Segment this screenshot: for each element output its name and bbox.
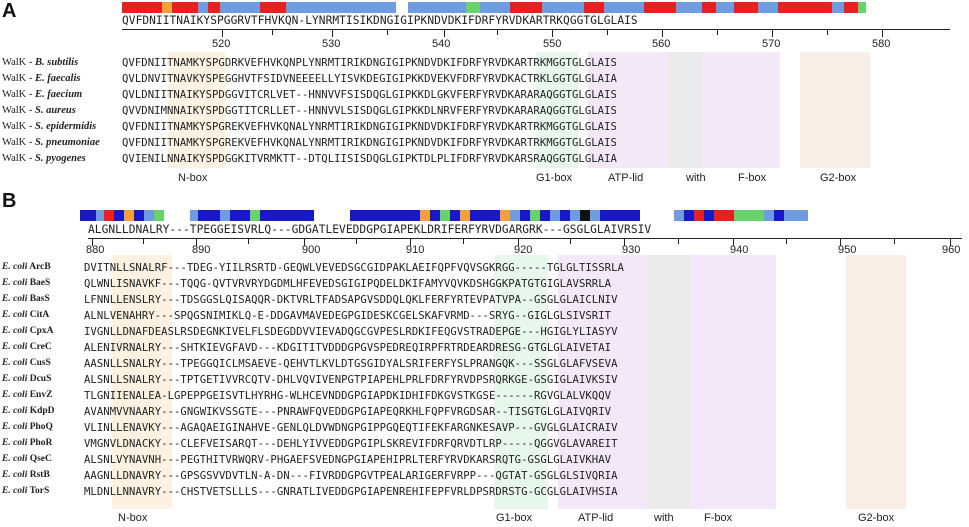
consensus-sequence-a: QVFDNIITNAIKYSPGGRVTFHVKQN-LYNRMTISIKDNG… bbox=[122, 14, 638, 27]
sequence-b-15: MLDNLLNNAVRY---CHSTVETSLLLS---GNRATLIVED… bbox=[84, 486, 618, 498]
panel-a-label: A bbox=[2, 0, 17, 22]
g2-box-label-a: G2-box bbox=[820, 172, 857, 184]
sequence-b-9: TLGNIIENALEA-LGPEPPGEISVTLHYRHG-WLHCEVND… bbox=[84, 390, 612, 402]
sequence-a-2: QVLDNVITNAVKYSPEGGHVTFSIDVNEEEELLYISVKDE… bbox=[122, 73, 617, 85]
ruler-b-880: 880 bbox=[86, 244, 105, 256]
ruler-a-570: 570 bbox=[762, 38, 781, 50]
f-box-highlight-a bbox=[702, 52, 780, 168]
sequence-b-7: AASNLLSNALRY---TPEGGQICLMSAEVE-QEHVTLKVL… bbox=[84, 358, 618, 370]
row-label-b-9: E. coli EnvZ bbox=[2, 390, 53, 400]
with-label-b: with bbox=[654, 512, 674, 524]
panel-b-label: B bbox=[2, 190, 17, 212]
sequence-a-4: QVVDNIMNNAIKYSPDGGTITCRLLET--HNNVVLSISDQ… bbox=[122, 105, 617, 117]
f-box-label-b: F-box bbox=[704, 512, 733, 524]
sequence-b-14: AAGNLLDNAVRY---GPSGSVVDVTLN-A-DN---FIVRD… bbox=[84, 470, 618, 482]
sequence-b-2: QLWNLISNAVKF---TQQG-QVTVRVRYDGDMLHFEVEDS… bbox=[84, 278, 612, 290]
g2-box-label-b: G2-box bbox=[858, 512, 895, 524]
sequence-a-5: QVFDNIITNAMKYSPGREKVEFHVKQNALYNRMTIRIKDN… bbox=[122, 121, 617, 133]
ruler-a-520: 520 bbox=[212, 38, 231, 50]
sequence-a-1: QVFDNIITNAMKYSPGDRKVEFHVKQNPLYNRMTIRIKDN… bbox=[122, 57, 617, 69]
sequence-b-3: LFNNLLENSLRY---TDSGGSLQISAQQR-DKTVRLTFAD… bbox=[84, 294, 618, 306]
ruler-a bbox=[122, 29, 950, 37]
row-label-b-15: E. coli TorS bbox=[2, 486, 50, 496]
row-label-b-3: E. coli BasS bbox=[2, 294, 50, 304]
g1-box-label-a: G1-box bbox=[536, 172, 573, 184]
ruler-a-530: 530 bbox=[322, 38, 341, 50]
row-label-b-6: E. coli CreC bbox=[2, 342, 52, 352]
row-label-b-8: E. coli DcuS bbox=[2, 374, 52, 384]
ruler-a-540: 540 bbox=[432, 38, 451, 50]
g1-box-highlight-b bbox=[494, 255, 548, 509]
row-label-a-3: WalK - E. faecium bbox=[2, 89, 83, 100]
ruler-b-960: 960 bbox=[942, 244, 961, 256]
row-label-b-10: E. coli KdpD bbox=[2, 406, 55, 416]
ruler-b-930: 930 bbox=[622, 244, 641, 256]
n-box-label-a: N-box bbox=[178, 172, 208, 184]
row-label-b-13: E. coli QseC bbox=[2, 454, 52, 464]
sequence-a-7: QVIENILNNAIKYSPDGGKITVRMKTT--DTQLIISISDQ… bbox=[122, 153, 617, 165]
sequence-a-3: QVLDNIITNAIKYSPDGGVITCRLVET--HNNVVFSISDQ… bbox=[122, 89, 617, 101]
row-label-a-2: WalK - E. faecalis bbox=[2, 73, 81, 84]
row-label-b-5: E. coli CpxA bbox=[2, 326, 54, 336]
row-label-b-2: E. coli BaeS bbox=[2, 278, 51, 288]
ruler-a-560: 560 bbox=[652, 38, 671, 50]
g1-box-highlight-a bbox=[536, 52, 578, 168]
row-label-b-7: E. coli CusS bbox=[2, 358, 51, 368]
ruler-b-890: 890 bbox=[192, 244, 211, 256]
n-box-highlight-b bbox=[112, 255, 172, 509]
f-box-highlight-b bbox=[690, 255, 776, 509]
row-label-b-12: E. coli PhoR bbox=[2, 438, 53, 448]
ruler-b-910: 910 bbox=[406, 244, 425, 256]
n-box-label-b: N-box bbox=[118, 512, 148, 524]
sequence-a-6: QVFDNIITNAMKYSPGREKVEFHVKQNALYNRMTIRIKDN… bbox=[122, 137, 617, 149]
row-label-a-5: WalK - S. epidermidis bbox=[2, 121, 97, 132]
with-highlight-a bbox=[668, 52, 702, 168]
n-box-highlight-a bbox=[168, 52, 225, 168]
atp-lid-label-b: ATP-lid bbox=[578, 512, 614, 524]
ruler-a-580: 580 bbox=[872, 38, 891, 50]
sequence-b-1: DVITNLLSNALRF---TDEG-YIILRSRTD-GEQWLVEVE… bbox=[84, 262, 624, 274]
conservation-bar-a bbox=[122, 2, 950, 13]
sequence-b-11: VLINLLENAVKY---AGAQAEIGINAHVE-GENLQLDVWD… bbox=[84, 422, 618, 434]
g2-box-highlight-a bbox=[800, 52, 870, 168]
row-label-b-14: E. coli RstB bbox=[2, 470, 50, 480]
ruler-a-550: 550 bbox=[543, 38, 562, 50]
conservation-bar-b bbox=[80, 210, 966, 221]
sequence-b-6: ALENIVRNALRY---SHTKIEVGFAVD---KDGITITVDD… bbox=[84, 342, 612, 354]
with-highlight-b bbox=[648, 255, 690, 509]
row-label-a-1: WalK - B. subtilis bbox=[2, 57, 79, 68]
sequence-b-13: ALSNLVYNAVNH---PEGTHITVRWQRV-PHGAEFSVEDN… bbox=[84, 454, 612, 466]
ruler-b-950: 950 bbox=[838, 244, 857, 256]
g2-box-highlight-b bbox=[846, 255, 906, 509]
sequence-b-12: VMGNVLDNACKY---CLEFVEISARQT---DEHLYIVVED… bbox=[84, 438, 618, 450]
ruler-b bbox=[88, 238, 962, 246]
f-box-label-a: F-box bbox=[738, 172, 767, 184]
g1-box-label-b: G1-box bbox=[496, 512, 533, 524]
with-label-a: with bbox=[686, 172, 706, 184]
sequence-b-4: ALNLVENAHRY---SPQGSNIMIKLQ-E-DDGAVMAVEDE… bbox=[84, 310, 612, 322]
atp-lid-highlight-b bbox=[558, 255, 648, 509]
row-label-a-4: WalK - S. aureus bbox=[2, 105, 76, 116]
row-label-a-7: WalK - S. pyogenes bbox=[2, 153, 86, 164]
row-label-b-1: E. coli ArcB bbox=[2, 262, 51, 272]
row-label-b-4: E. coli CitA bbox=[2, 310, 50, 320]
consensus-sequence-b: ALGNLLDNALRY---TPEGGEISVRLQ---GDGATLEVED… bbox=[88, 223, 652, 236]
row-label-b-11: E. coli PhoQ bbox=[2, 422, 53, 432]
ruler-b-940: 940 bbox=[730, 244, 749, 256]
sequence-b-8: ALSNLLSNALRY---TPTGETIVVRCQTV-DHLVQVIVEN… bbox=[84, 374, 618, 386]
ruler-b-900: 900 bbox=[302, 244, 321, 256]
row-label-a-6: WalK - S. pneumoniae bbox=[2, 137, 100, 148]
atp-lid-label-a: ATP-lid bbox=[608, 172, 644, 184]
sequence-b-5: IVGNLLDNAFDEASLRSDEGNKIVELFLSDEGDDVVIEVA… bbox=[84, 326, 618, 338]
atp-lid-highlight-a bbox=[588, 52, 668, 168]
sequence-b-10: AVANMVVNAARY---GNGWIKVSSGTE---PNRAWFQVED… bbox=[84, 406, 612, 418]
ruler-b-920: 920 bbox=[514, 244, 533, 256]
